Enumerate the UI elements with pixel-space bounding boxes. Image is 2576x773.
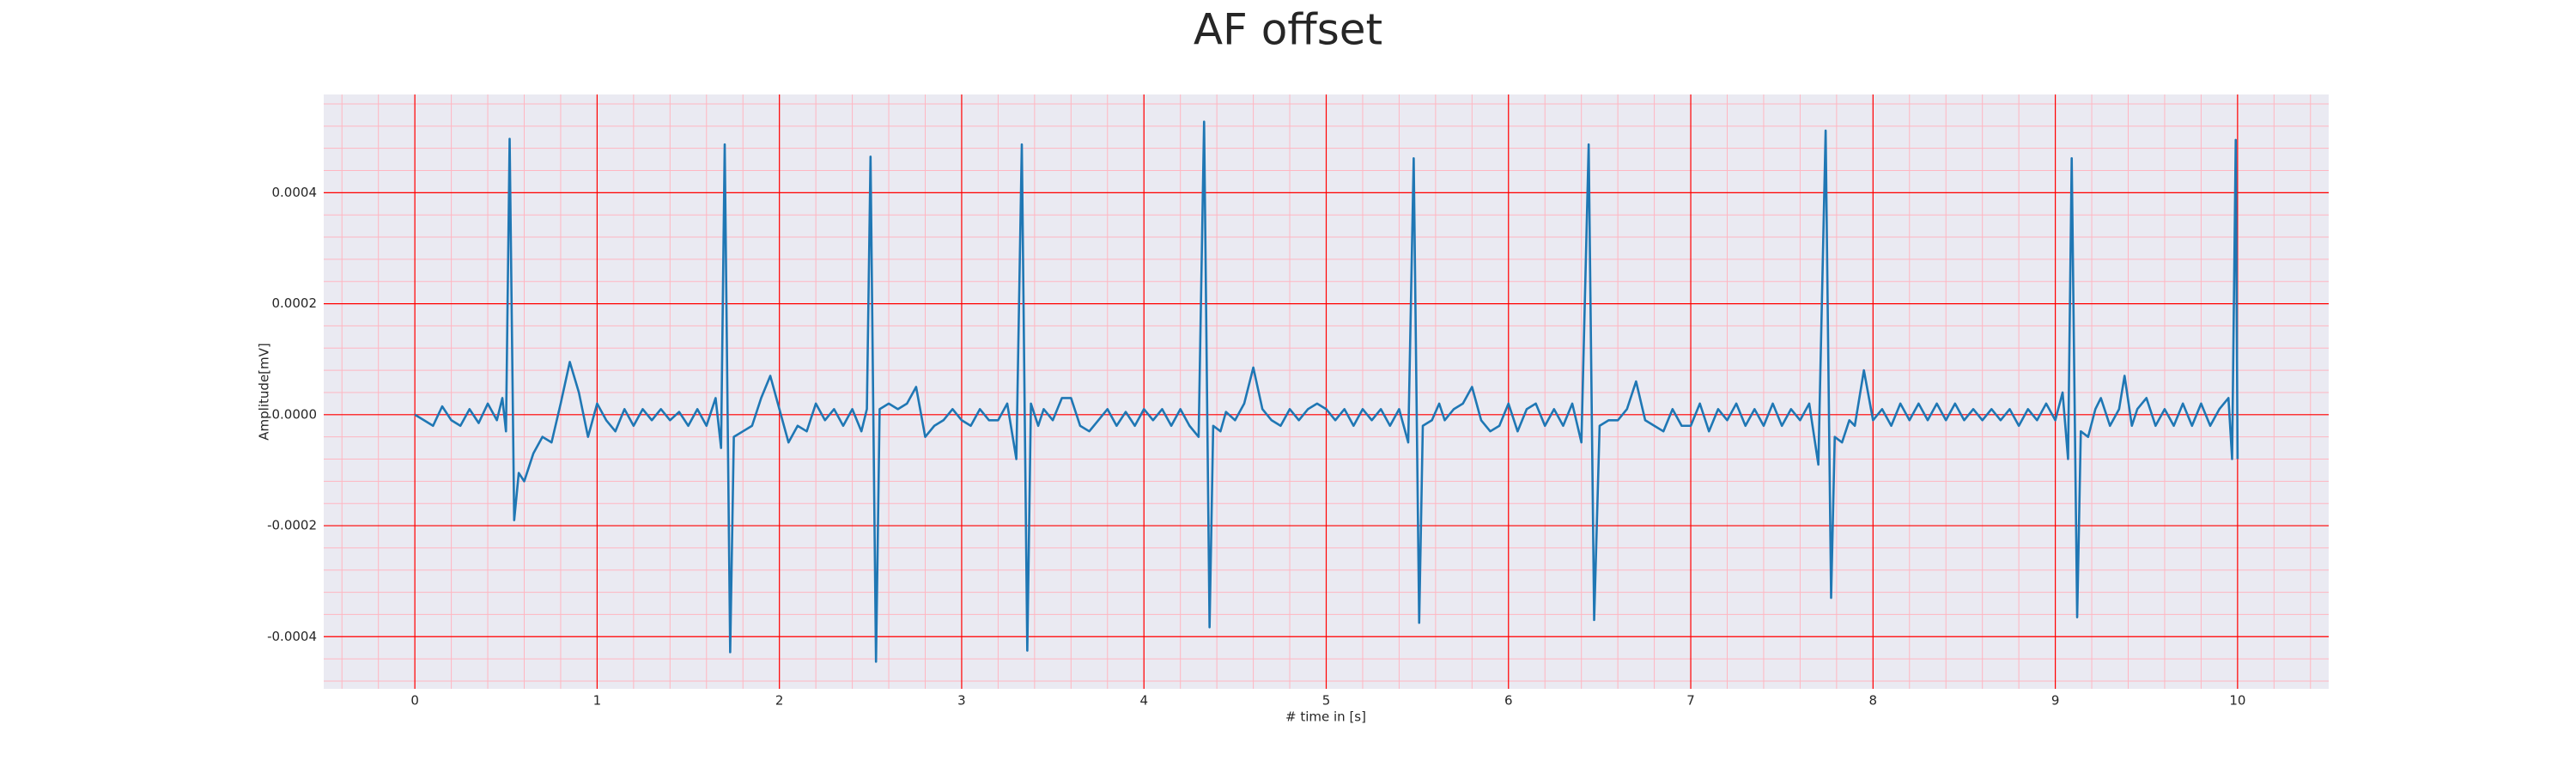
x-tick-label: 8 [1869, 693, 1878, 709]
chart-title: AF offset [1194, 5, 1382, 55]
x-tick-label: 1 [593, 693, 602, 709]
x-tick-label: 10 [2229, 693, 2245, 709]
x-tick-label: 2 [775, 693, 784, 709]
y-tick-label: -0.0002 [267, 518, 317, 533]
x-tick-label: 3 [957, 693, 966, 709]
y-tick-label: 0.0000 [272, 406, 318, 422]
x-tick-label: 4 [1139, 693, 1148, 709]
x-tick-label: 9 [2051, 693, 2060, 709]
x-axis-label: # time in [s] [1285, 709, 1366, 725]
y-tick-label: -0.0004 [267, 629, 317, 644]
x-tick-label: 5 [1322, 693, 1331, 709]
y-tick-label: 0.0004 [272, 185, 318, 200]
x-tick-label: 6 [1504, 693, 1513, 709]
y-axis-label: Amplitude[mV] [257, 343, 272, 440]
x-tick-label: 7 [1686, 693, 1695, 709]
ecg-line [414, 120, 2239, 663]
x-tick-label: 0 [410, 693, 419, 709]
y-tick-label: 0.0002 [272, 295, 318, 311]
